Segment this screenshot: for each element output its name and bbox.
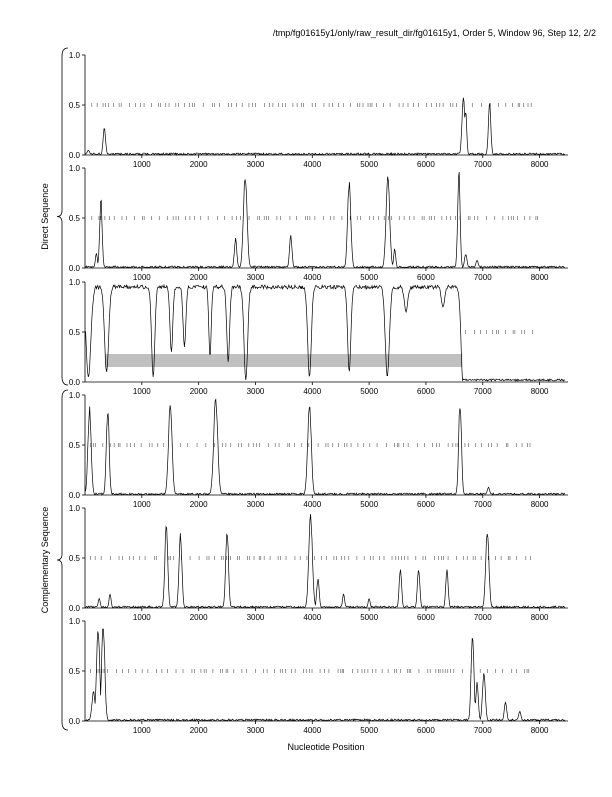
series-line <box>85 171 566 269</box>
y-tick-label: 0.5 <box>69 441 81 450</box>
group-label: Direct Sequence <box>40 183 50 250</box>
x-tick-label: 2000 <box>190 273 208 282</box>
x-tick-label: 2000 <box>190 500 208 509</box>
x-tick-label: 3000 <box>247 613 265 622</box>
x-tick-label: 1000 <box>133 160 151 169</box>
x-tick-label: 3000 <box>247 726 265 735</box>
x-tick-label: 6000 <box>417 273 435 282</box>
x-tick-label: 8000 <box>531 160 549 169</box>
x-tick-label: 5000 <box>360 160 378 169</box>
y-tick-label: 0.0 <box>69 264 81 273</box>
x-tick-label: 8000 <box>531 387 549 396</box>
x-tick-label: 4000 <box>303 387 321 396</box>
x-tick-label: 1000 <box>133 726 151 735</box>
series-line <box>85 514 566 609</box>
group-bracket <box>56 389 69 731</box>
panel-5: 0.0 0.5 1.0 1000 2000 3000 4000 5000 6000 7000 800… <box>69 504 568 622</box>
x-tick-label: 3000 <box>247 273 265 282</box>
x-tick-label: 6000 <box>417 726 435 735</box>
y-tick-label: 1.0 <box>69 278 81 287</box>
x-tick-label: 6000 <box>417 160 435 169</box>
region-band <box>104 354 463 367</box>
x-tick-label: 4000 <box>303 500 321 509</box>
x-tick-label: 6000 <box>417 387 435 396</box>
x-tick-label: 7000 <box>474 387 492 396</box>
x-tick-label: 8000 <box>531 500 549 509</box>
x-tick-label: 1000 <box>133 500 151 509</box>
x-tick-label: 4000 <box>303 273 321 282</box>
figure-header: /tmp/fg01615y1/only/raw_result_dir/fg016… <box>273 28 596 38</box>
x-tick-label: 3000 <box>247 160 265 169</box>
x-tick-label: 8000 <box>531 613 549 622</box>
x-tick-label: 8000 <box>531 726 549 735</box>
x-tick-label: 2000 <box>190 613 208 622</box>
x-tick-label: 5000 <box>360 726 378 735</box>
x-tick-label: 1000 <box>133 613 151 622</box>
x-tick-label: 4000 <box>303 726 321 735</box>
panel-6: 0.0 0.5 1.0 1000 2000 3000 4000 5000 6000 7000 800… <box>69 617 568 735</box>
y-tick-label: 0.5 <box>69 214 81 223</box>
series-line <box>85 283 565 382</box>
y-tick-label: 1.0 <box>69 51 81 60</box>
y-tick-label: 0.0 <box>69 151 81 160</box>
x-tick-label: 7000 <box>474 726 492 735</box>
y-tick-label: 0.0 <box>69 717 81 726</box>
y-tick-label: 0.5 <box>69 554 81 563</box>
x-tick-label: 1000 <box>133 387 151 396</box>
x-tick-label: 7000 <box>474 500 492 509</box>
x-tick-label: 3000 <box>247 387 265 396</box>
panel-2: 0.0 0.5 1.0 1000 2000 3000 4000 5000 6000 7000 800… <box>69 164 568 282</box>
x-tick-label: 7000 <box>474 160 492 169</box>
x-tick-label: 7000 <box>474 273 492 282</box>
x-tick-label: 8000 <box>531 273 549 282</box>
series-line <box>85 398 566 496</box>
x-tick-label: 4000 <box>303 160 321 169</box>
y-tick-label: 0.0 <box>69 491 81 500</box>
y-tick-label: 1.0 <box>69 617 81 626</box>
x-tick-label: 5000 <box>360 273 378 282</box>
panel-3: 0.0 0.5 1.0 1000 2000 3000 4000 5000 6000 7000 800… <box>69 278 568 396</box>
x-tick-label: 5000 <box>360 613 378 622</box>
x-tick-label: 6000 <box>417 500 435 509</box>
group-label: Complementary Sequence <box>40 507 50 614</box>
y-tick-label: 0.0 <box>69 604 81 613</box>
group-brackets: Direct Sequence Complementary Sequence <box>40 47 69 731</box>
x-tick-label: 4000 <box>303 613 321 622</box>
y-tick-label: 0.0 <box>69 378 81 387</box>
x-tick-label: 2000 <box>190 160 208 169</box>
series-line <box>85 628 566 722</box>
y-tick-label: 0.5 <box>69 101 81 110</box>
panel-4: 0.0 0.5 1.0 1000 2000 3000 4000 5000 6000 7000 800… <box>69 391 568 509</box>
series-line <box>85 97 565 157</box>
x-axis-label: Nucleotide Position <box>287 742 364 752</box>
y-tick-label: 0.5 <box>69 328 81 337</box>
y-tick-label: 1.0 <box>69 504 81 513</box>
panel-1: 0.0 0.5 1.0 1000 2000 3000 4000 5000 6000 7000 800… <box>69 51 568 169</box>
panels: 0.0 0.5 1.0 1000 2000 3000 4000 5000 6000 7000 800… <box>69 51 568 735</box>
x-tick-label: 2000 <box>190 387 208 396</box>
y-tick-label: 1.0 <box>69 391 81 400</box>
x-tick-label: 1000 <box>133 273 151 282</box>
x-tick-label: 5000 <box>360 387 378 396</box>
x-tick-label: 6000 <box>417 613 435 622</box>
y-tick-label: 0.5 <box>69 667 81 676</box>
group-bracket <box>56 47 69 386</box>
x-tick-label: 7000 <box>474 613 492 622</box>
x-tick-label: 5000 <box>360 500 378 509</box>
y-tick-label: 1.0 <box>69 164 81 173</box>
x-tick-label: 3000 <box>247 500 265 509</box>
x-tick-label: 2000 <box>190 726 208 735</box>
